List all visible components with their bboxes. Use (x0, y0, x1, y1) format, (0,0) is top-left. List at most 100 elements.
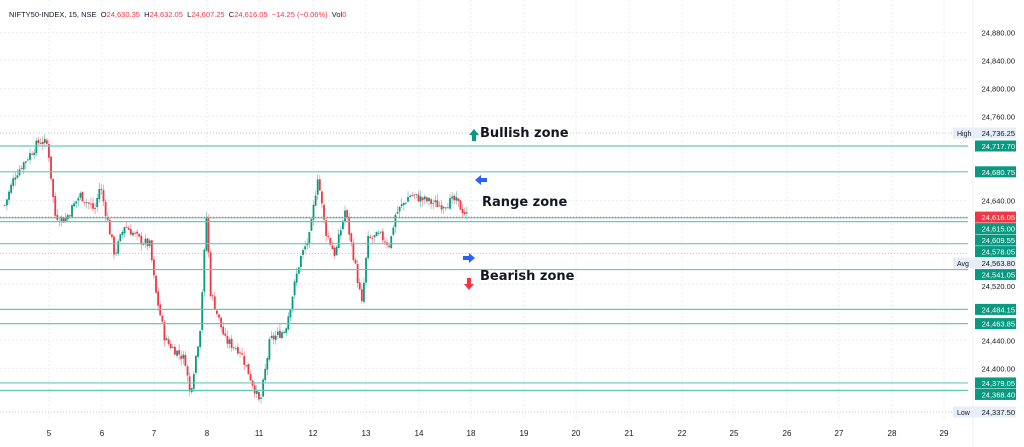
level-price-tag (975, 246, 1016, 258)
candle-body (245, 365, 248, 367)
candle-body (165, 338, 168, 341)
candle-body (436, 200, 439, 208)
candle-body (6, 199, 8, 206)
time-tick-label: 26 (783, 429, 792, 438)
volume-value: 0 (342, 10, 347, 19)
candle-body (449, 198, 451, 209)
candle-body (10, 184, 13, 193)
candle-body (226, 336, 229, 344)
time-tick-label: 7 (152, 429, 157, 438)
last-price-tag (975, 211, 1016, 223)
level-price-tag (975, 140, 1016, 152)
candle-body (363, 282, 365, 302)
candle-body (111, 234, 113, 237)
level-price-tag (975, 166, 1016, 178)
volume-label: Vol (331, 10, 343, 19)
arrow-up-icon (469, 129, 479, 141)
candle-body (232, 347, 235, 349)
candle-body (144, 238, 147, 244)
candle-body (43, 138, 46, 144)
candle-body (71, 205, 73, 217)
ohlc-legend: NIFTY50-INDEX, 15, NSE O24,630.35 H24,63… (9, 10, 346, 19)
candle-body (60, 216, 63, 221)
candle-body (304, 246, 307, 250)
level-price-tag (975, 234, 1016, 246)
candle-body (352, 242, 355, 261)
candle-body (69, 215, 71, 217)
candle-body (85, 202, 88, 204)
candle-body (136, 231, 139, 234)
candle-body (371, 238, 374, 240)
candle-body (153, 259, 155, 276)
candle-body (3, 205, 6, 206)
avg-price-caption-bg (953, 257, 975, 269)
candle-body (184, 355, 187, 366)
candle-body (218, 314, 220, 318)
candle-body (293, 281, 296, 296)
candle-body (289, 309, 292, 318)
candle-body (125, 227, 128, 228)
candle-body (92, 203, 94, 209)
time-tick-label: 19 (520, 429, 529, 438)
level-price-tag (975, 377, 1016, 389)
candle-body (50, 156, 52, 179)
candle-body (342, 220, 344, 230)
high-value: 24,632.05 (149, 10, 183, 19)
candle-body (77, 198, 80, 201)
candle-body (224, 333, 227, 336)
level-price-tag (975, 303, 1016, 315)
candle-body (423, 196, 426, 200)
candle-body (241, 353, 244, 355)
price-tick-label: 24,760.00 (982, 112, 1015, 121)
price-tick-label: 24,520.00 (982, 282, 1015, 291)
candle-body (167, 339, 170, 344)
arrow-right-icon (463, 253, 475, 263)
high-price-tag (975, 127, 1016, 139)
candle-body (203, 249, 206, 292)
candle-body (432, 202, 435, 204)
price-tick-label: 24,640.00 (982, 196, 1015, 205)
candle-body (243, 355, 246, 365)
candle-body (27, 159, 29, 161)
candle-body (64, 218, 67, 222)
candle-body (331, 245, 334, 250)
price-tick-label: 24,440.00 (982, 336, 1015, 345)
candle-body (413, 194, 416, 196)
candle-body (348, 216, 351, 235)
price-tick-label: 24,800.00 (982, 84, 1015, 93)
candle-body (73, 203, 76, 207)
candle-body (318, 179, 321, 191)
candle-body (237, 347, 239, 354)
candle-body (426, 197, 428, 202)
candle-body (150, 240, 153, 261)
level-price-label: 24,463.85 (982, 320, 1015, 329)
candle-body (207, 217, 210, 253)
candle-body (14, 177, 17, 180)
candle-body (457, 198, 460, 202)
candle-body (434, 200, 437, 203)
candle-body (132, 232, 134, 236)
candle-body (100, 189, 103, 191)
time-tick-label: 20 (572, 429, 581, 438)
candle-body (312, 204, 315, 220)
candle-body (138, 233, 141, 237)
price-tick-label: 24,880.00 (982, 28, 1015, 37)
candle-body (22, 162, 25, 170)
time-tick-label: 14 (415, 429, 424, 438)
change-value: −14.25 (−0.06%) (271, 10, 328, 19)
candle-body (180, 355, 183, 360)
time-tick-label: 18 (467, 429, 476, 438)
candle-body (12, 178, 15, 186)
level-price-label: 24,609.55 (982, 236, 1015, 245)
candle-body (394, 214, 397, 227)
candle-body (444, 207, 447, 209)
bullish-zone-label: Bullish zone (480, 126, 569, 141)
candle-body (119, 234, 122, 242)
candle-body (104, 201, 107, 216)
low-price-caption: Low (957, 410, 971, 417)
candle-body (211, 295, 214, 297)
arrow-left-icon (475, 175, 487, 185)
candle-body (459, 200, 462, 210)
candle-body (20, 168, 23, 169)
